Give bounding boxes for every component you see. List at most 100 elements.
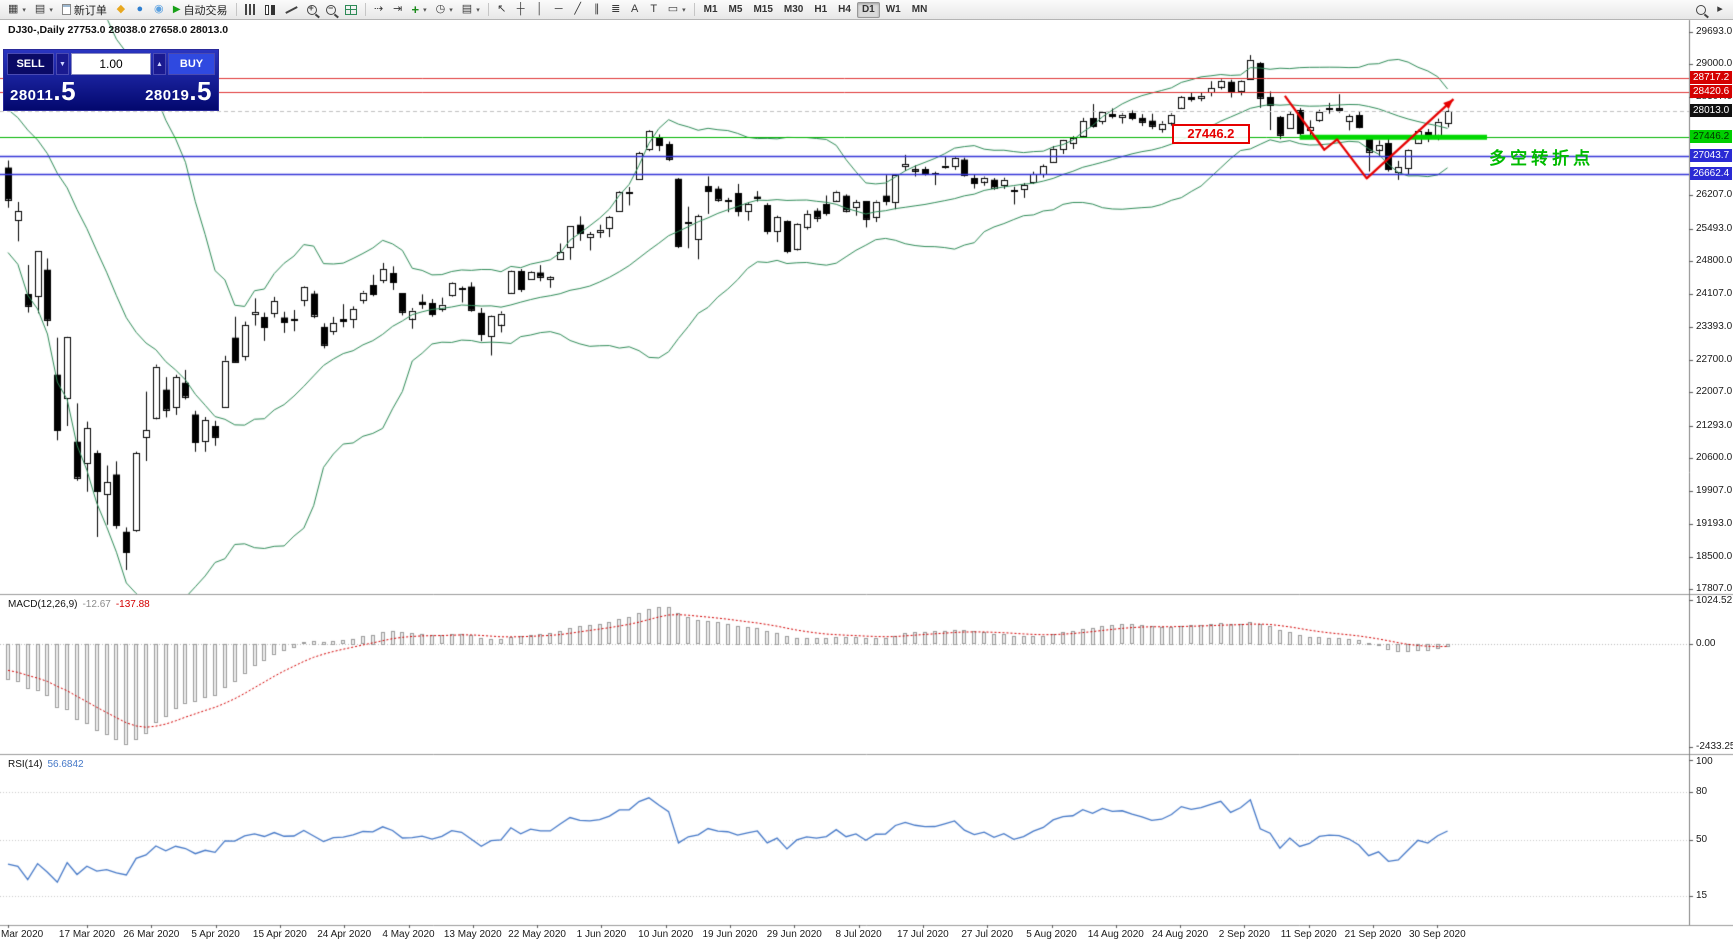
horizontal-line-icon: ─ bbox=[554, 3, 563, 15]
sell-button[interactable]: SELL bbox=[7, 53, 54, 75]
time-axis-label: 14 Aug 2020 bbox=[1087, 929, 1144, 940]
timeframe-mn-button[interactable]: MN bbox=[911, 4, 928, 15]
timeframe-m5-button[interactable]: M5 bbox=[728, 4, 743, 15]
horizontal-line-tool-button[interactable]: ─ bbox=[550, 1, 568, 19]
timeframe-d1-button[interactable]: D1 bbox=[856, 1, 880, 18]
new-order-icon bbox=[61, 4, 71, 15]
channel-tool-button[interactable]: ∥ bbox=[588, 1, 606, 19]
price-scale-tick: 22007.0 bbox=[1696, 386, 1733, 398]
price-scale-tick: 29000.0 bbox=[1696, 58, 1733, 70]
indicators-plus-icon: + bbox=[411, 2, 420, 17]
bar-chart-icon bbox=[244, 4, 247, 15]
time-axis-label: 24 Aug 2020 bbox=[1152, 929, 1209, 940]
trendline-tool-button[interactable]: ╱ bbox=[569, 1, 587, 19]
text-tool-button[interactable]: A bbox=[626, 1, 644, 19]
periods-button[interactable]: ◷ ▾ bbox=[432, 1, 457, 19]
price-scale-tick: 20600.0 bbox=[1696, 452, 1733, 464]
auto-scroll-button[interactable]: ⇢ bbox=[370, 1, 388, 19]
macd-signal-value: -137.88 bbox=[115, 599, 150, 610]
time-axis-label: 17 Mar 2020 bbox=[58, 929, 116, 940]
templates-button[interactable]: ▤ ▾ bbox=[458, 1, 484, 19]
rsi-indicator-label: RSI(14) 56.6842 bbox=[8, 759, 84, 770]
candlestick-mode-button[interactable] bbox=[261, 1, 280, 19]
new-chart-button[interactable]: ▦ ▾ bbox=[4, 1, 30, 19]
chevron-down-icon: ▾ bbox=[449, 6, 453, 14]
chevron-down-icon: ▾ bbox=[476, 6, 480, 14]
shapes-icon: ▭ bbox=[667, 3, 679, 15]
shapes-tool-button[interactable]: ▭ ▾ bbox=[664, 1, 690, 19]
metaquotes-button[interactable]: ◆ bbox=[112, 1, 130, 19]
price-scale-tick: 18500.0 bbox=[1696, 550, 1733, 562]
vertical-line-tool-button[interactable]: │ bbox=[531, 1, 549, 19]
price-scale-tick: 25493.0 bbox=[1696, 222, 1733, 234]
chart-title-ohlc: DJ30-,Daily 27753.0 28038.0 27658.0 2801… bbox=[8, 24, 229, 36]
candlestick-chart-icon bbox=[264, 4, 269, 15]
bar-chart-mode-button[interactable] bbox=[241, 1, 260, 19]
volume-input[interactable]: 1.00 bbox=[71, 53, 151, 75]
line-chart-mode-button[interactable] bbox=[281, 1, 302, 19]
price-scale-tick: 19907.0 bbox=[1696, 484, 1733, 496]
time-axis-label: 17 Jul 2020 bbox=[897, 929, 949, 940]
new-chart-icon: ▦ bbox=[8, 3, 19, 15]
zoom-in-button[interactable] bbox=[303, 1, 321, 19]
text-label-tool-button[interactable]: T bbox=[645, 1, 663, 19]
chevron-down-icon: ▾ bbox=[22, 6, 26, 14]
price-tag: 26662.4 bbox=[1690, 167, 1732, 181]
cursor-tool-button[interactable]: ↖ bbox=[493, 1, 511, 19]
timeframe-h4-button[interactable]: H4 bbox=[838, 4, 851, 15]
toolbar-separator bbox=[487, 3, 489, 16]
fibonacci-tool-button[interactable]: ≣ bbox=[607, 1, 625, 19]
timeframe-m30-button[interactable]: M30 bbox=[783, 4, 804, 15]
community-button[interactable]: ● bbox=[131, 1, 149, 19]
price-scale-tick: 24800.0 bbox=[1696, 255, 1733, 267]
zoom-out-button[interactable] bbox=[322, 1, 340, 19]
trendline-icon: ╱ bbox=[574, 3, 582, 15]
timeframe-w1-button[interactable]: W1 bbox=[885, 4, 901, 15]
time-axis-label: 22 May 2020 bbox=[508, 929, 566, 940]
indicators-button[interactable]: + ▾ bbox=[408, 1, 431, 19]
timeframe-m1-button[interactable]: M1 bbox=[703, 4, 718, 15]
timeframe-group: M1 M5 M15 M30 H1 H4 D1 W1 MN bbox=[699, 1, 933, 18]
text-icon: A bbox=[631, 3, 639, 15]
price-tag: 28013.0 bbox=[1690, 103, 1732, 117]
chevron-down-icon: ▾ bbox=[49, 6, 53, 14]
macd-indicator-label: MACD(12,26,9) -12.67 -137.88 bbox=[8, 599, 150, 610]
support-price-annotation: 27446.2 bbox=[1171, 123, 1250, 144]
profiles-button[interactable]: ▤ ▾ bbox=[31, 1, 57, 19]
market-button[interactable]: ◉ bbox=[150, 1, 168, 19]
crosshair-tool-button[interactable]: ┼ bbox=[512, 1, 530, 19]
new-order-label: 新订单 bbox=[73, 4, 107, 17]
price-scale-tick: 21293.0 bbox=[1696, 419, 1733, 431]
line-chart-icon bbox=[284, 5, 298, 14]
time-axis-label: 2 Sep 2020 bbox=[1218, 929, 1270, 940]
toolbar-expand-button[interactable]: ▸ bbox=[1711, 1, 1729, 19]
volume-spinner[interactable]: ▲ bbox=[153, 53, 166, 75]
zoom-in-icon bbox=[306, 3, 317, 15]
sell-dropdown[interactable]: ▼ bbox=[56, 53, 69, 75]
crosshair-icon: ┼ bbox=[516, 3, 525, 15]
time-axis-label: 1 Jun 2020 bbox=[576, 929, 627, 940]
tile-windows-button[interactable] bbox=[341, 1, 361, 19]
fibonacci-icon: ≣ bbox=[611, 3, 621, 15]
toolbar-separator bbox=[364, 3, 366, 16]
timeframe-h1-button[interactable]: H1 bbox=[814, 4, 828, 15]
price-scale-tick: 17807.0 bbox=[1696, 583, 1733, 594]
new-order-button[interactable]: 新订单 bbox=[58, 1, 111, 19]
autotrading-button[interactable]: ▶ 自动交易 bbox=[169, 1, 232, 19]
turning-point-note: 多空转折点 bbox=[1489, 149, 1595, 169]
time-axis-label: 19 Jun 2020 bbox=[702, 929, 758, 940]
buy-button[interactable]: BUY bbox=[168, 53, 215, 75]
expand-arrow-icon: ▸ bbox=[1717, 3, 1723, 15]
ask-price: 28019.5 bbox=[145, 76, 212, 106]
time-axis-label: 11 Sep 2020 bbox=[1280, 929, 1337, 940]
cursor-icon: ↖ bbox=[497, 3, 507, 15]
chevron-down-icon: ▾ bbox=[682, 6, 686, 14]
price-scale-tick: 29693.0 bbox=[1696, 26, 1733, 37]
rsi-scale-tick: 100 bbox=[1696, 756, 1713, 767]
search-button[interactable] bbox=[1692, 1, 1710, 19]
chart-shift-button[interactable]: ⇥ bbox=[389, 1, 407, 19]
price-tag: 27043.7 bbox=[1690, 149, 1732, 163]
rsi-scale-tick: 50 bbox=[1696, 834, 1708, 845]
timeframe-m15-button[interactable]: M15 bbox=[753, 4, 773, 15]
